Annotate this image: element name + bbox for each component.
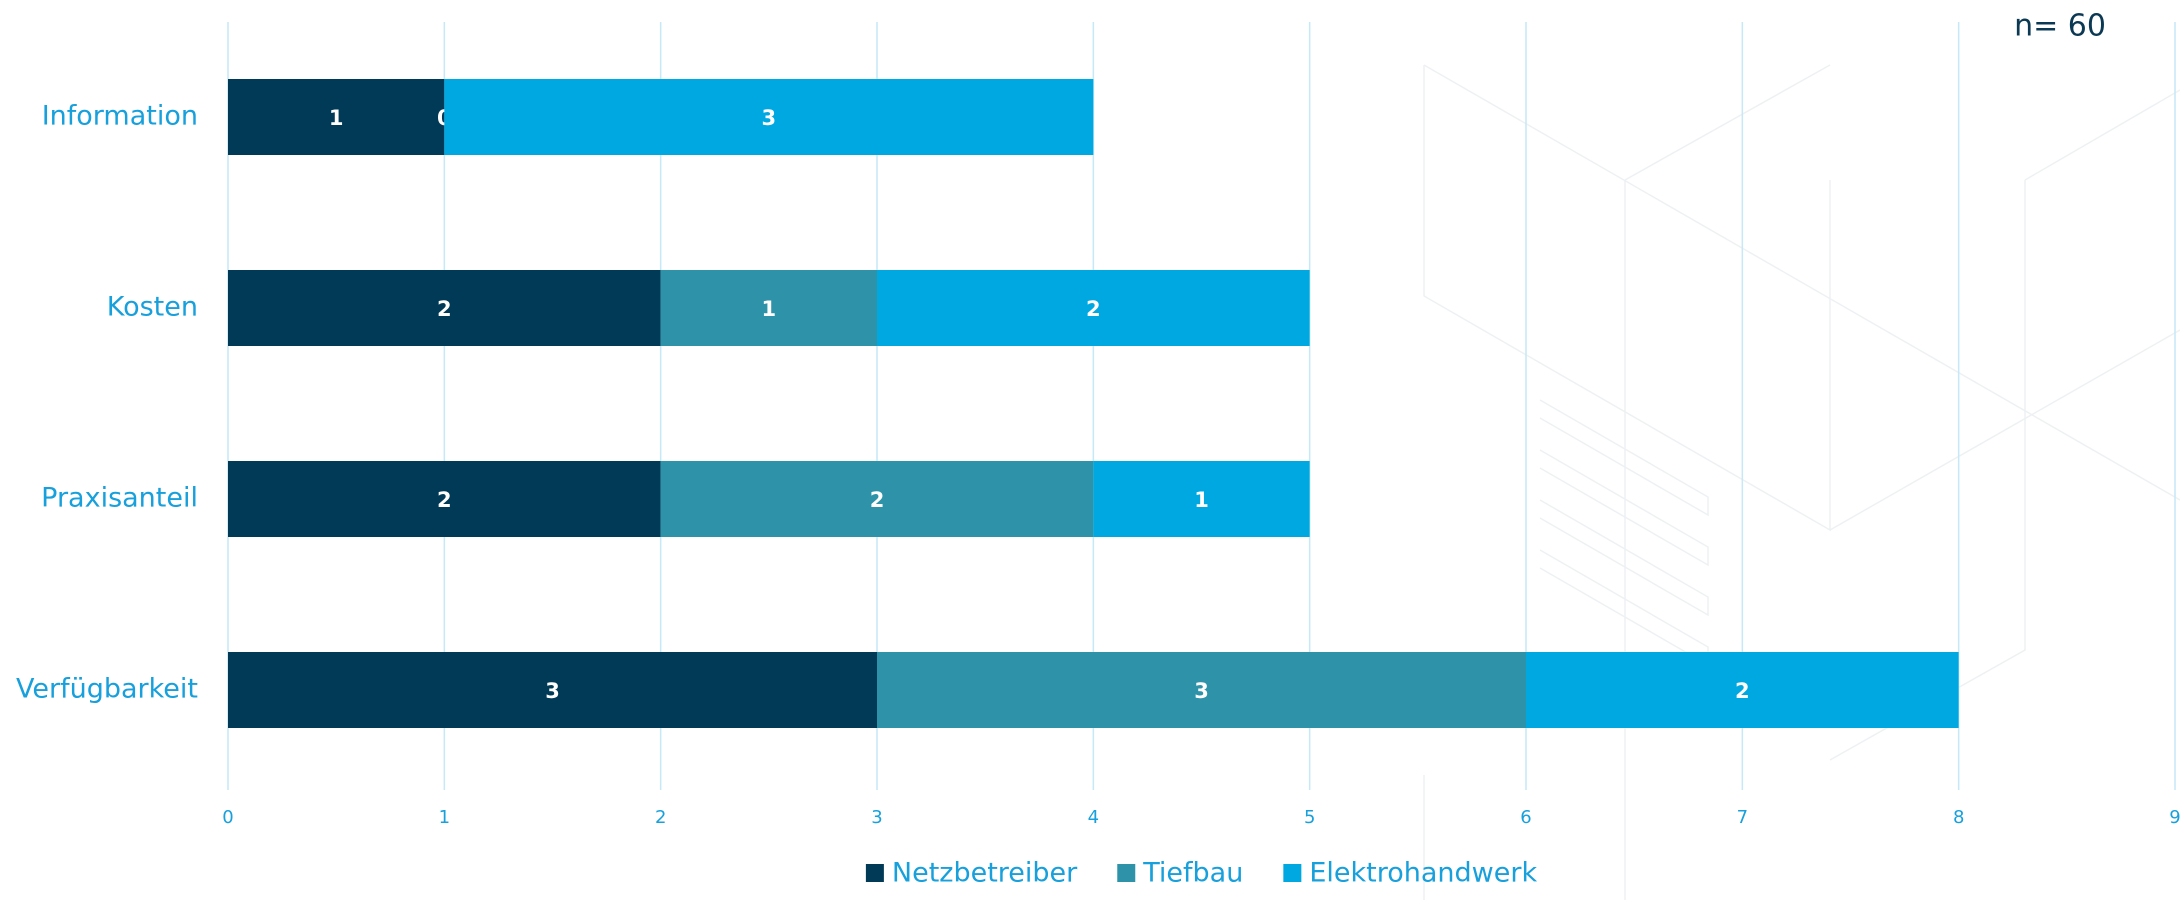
data-label: 3 — [762, 106, 777, 130]
x-tick-label: 6 — [1520, 807, 1531, 828]
bar-segment — [1526, 652, 1959, 728]
data-label: 2 — [437, 297, 452, 321]
data-label: 3 — [545, 679, 560, 703]
x-tick-label: 1 — [439, 807, 450, 828]
x-tick-label: 0 — [222, 807, 233, 828]
x-tick-label: 2 — [655, 807, 666, 828]
data-label: 2 — [1735, 679, 1750, 703]
x-tick-label: 8 — [1953, 807, 1964, 828]
data-label: 1 — [329, 106, 344, 130]
data-label: 1 — [762, 297, 777, 321]
x-tick-label: 3 — [871, 807, 882, 828]
bar-segment — [228, 461, 661, 537]
bar-segment — [1093, 461, 1310, 537]
legend-label: Elektrohandwerk — [1309, 858, 1537, 889]
x-tick-label: 7 — [1737, 807, 1748, 828]
bar-segment — [660, 270, 877, 346]
legend-swatch — [1117, 864, 1136, 882]
category-label: Verfügbarkeit — [16, 674, 198, 705]
category-label: Praxisanteil — [41, 483, 198, 514]
bar-segment — [444, 79, 1094, 155]
x-tick-label: 5 — [1304, 807, 1315, 828]
background-decoration — [1423, 64, 2180, 900]
data-label: 2 — [1086, 297, 1101, 321]
data-label: 1 — [1194, 488, 1209, 512]
bar-segment — [660, 461, 1094, 537]
legend-swatch — [1283, 864, 1302, 882]
bar-segment — [877, 652, 1526, 728]
bar-segment — [228, 79, 445, 155]
data-label: 3 — [1194, 679, 1209, 703]
data-label: 2 — [870, 488, 885, 512]
sample-size-note: n= 60 — [2014, 9, 2106, 44]
bar-segment — [877, 270, 1310, 346]
legend-swatch — [865, 864, 884, 882]
category-label: Kosten — [107, 292, 198, 323]
data-label: 2 — [437, 488, 452, 512]
x-tick-label: 9 — [2169, 807, 2180, 828]
legend-label: Tiefbau — [1142, 858, 1243, 889]
bar-segment — [228, 270, 661, 346]
bar-segment — [228, 652, 877, 728]
category-label: Information — [42, 101, 198, 132]
x-tick-label: 4 — [1088, 807, 1099, 828]
legend-label: Netzbetreiber — [892, 858, 1078, 889]
